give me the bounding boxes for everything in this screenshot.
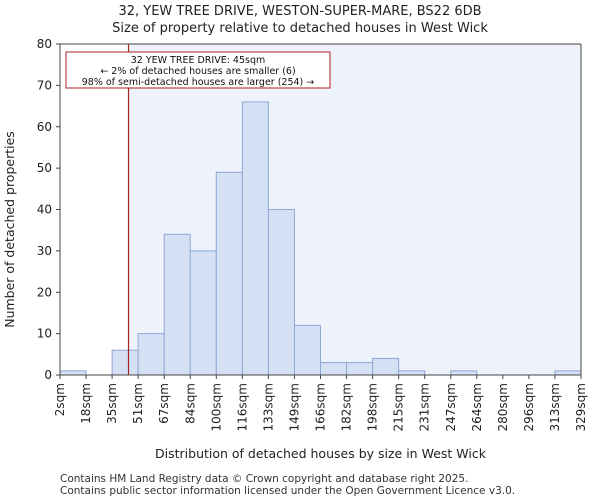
footer-attribution-1: Contains HM Land Registry data © Crown c… <box>60 473 469 485</box>
annotation-line: 32 YEW TREE DRIVE: 45sqm <box>131 55 266 66</box>
bar <box>111 349 139 376</box>
x-tick-label: 264sqm <box>470 383 484 431</box>
y-tick-label: 70 <box>37 78 52 92</box>
bar <box>554 370 582 376</box>
bar <box>59 370 87 376</box>
x-tick-label: 182sqm <box>340 383 354 431</box>
chart-title: 32, YEW TREE DRIVE, WESTON-SUPER-MARE, B… <box>118 4 482 19</box>
bar <box>215 171 243 376</box>
x-tick-label: 247sqm <box>444 383 458 431</box>
bar <box>346 362 374 376</box>
bar <box>267 209 295 376</box>
x-tick-label: 100sqm <box>209 383 223 431</box>
x-tick-label: 329sqm <box>574 383 588 431</box>
chart-subtitle: Size of property relative to detached ho… <box>112 21 488 36</box>
x-tick-label: 149sqm <box>287 383 301 431</box>
x-tick-label: 116sqm <box>235 383 249 431</box>
x-tick-label: 133sqm <box>261 383 275 431</box>
x-tick-label: 35sqm <box>105 383 119 424</box>
bar <box>372 357 400 376</box>
x-tick-label: 51sqm <box>131 383 145 424</box>
histogram-chart: 0 10 20 30 40 50 60 70 80 2sqm 18sqm 35sqm 51sqm 67sq… <box>2 37 588 461</box>
bar <box>241 101 269 376</box>
bar <box>398 370 426 376</box>
y-tick-label: 40 <box>37 203 52 217</box>
x-tick-label: 2sqm <box>53 383 67 416</box>
annotation-line: ← 2% of detached houses are smaller (6) <box>100 66 295 77</box>
y-tick-label: 80 <box>37 37 52 51</box>
x-tick-label: 280sqm <box>496 383 510 431</box>
bar <box>189 250 217 376</box>
bar <box>293 324 322 376</box>
x-tick-label: 313sqm <box>548 383 562 431</box>
x-tick-label: 18sqm <box>79 383 93 424</box>
x-axis-label: Distribution of detached houses by size … <box>155 446 487 461</box>
x-tick-label: 296sqm <box>522 383 536 431</box>
bar <box>137 333 165 376</box>
y-tick-label: 30 <box>37 244 52 258</box>
bar <box>450 370 478 376</box>
bar <box>320 362 348 376</box>
x-tick-label: 84sqm <box>183 383 197 424</box>
y-axis-label: Number of detached properties <box>2 131 17 328</box>
annotation-box <box>65 51 331 89</box>
y-tick-label: 50 <box>37 161 52 175</box>
y-tick-label: 20 <box>37 285 52 299</box>
y-tick-label: 0 <box>44 368 52 382</box>
x-tick-label: 231sqm <box>418 383 432 431</box>
footer-attribution-2: Contains public sector information licen… <box>60 485 516 497</box>
y-tick-label: 10 <box>37 327 52 341</box>
x-tick-label: 198sqm <box>366 383 380 431</box>
bar <box>163 233 191 376</box>
x-tick-label: 166sqm <box>314 383 328 431</box>
x-tick-label: 215sqm <box>392 383 406 431</box>
x-tick-label: 67sqm <box>157 383 171 424</box>
y-tick-label: 60 <box>37 120 52 134</box>
annotation-line: 98% of semi-detached houses are larger (… <box>82 77 315 88</box>
